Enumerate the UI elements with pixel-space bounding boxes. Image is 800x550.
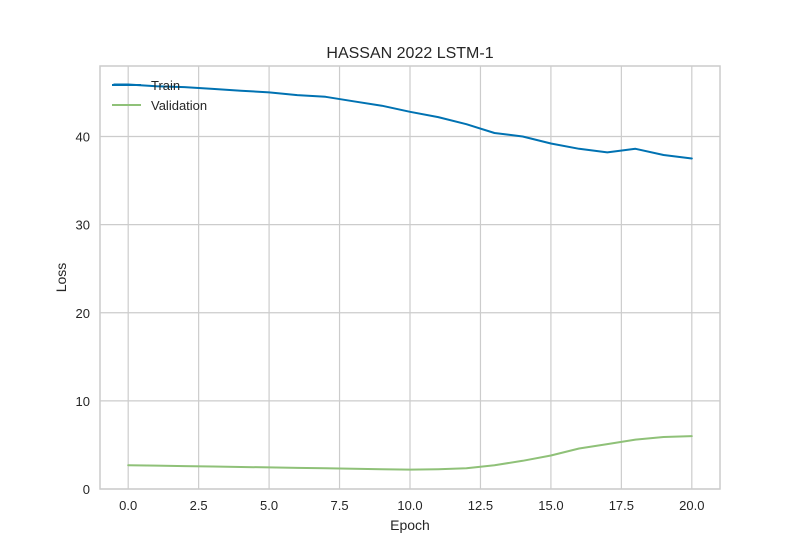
series-layer (113, 83, 693, 471)
series-line-train (113, 83, 693, 160)
y-tick-label: 10 (76, 394, 90, 409)
x-tick-label: 12.5 (468, 498, 493, 513)
y-tick-label: 20 (76, 306, 90, 321)
x-tick-label: 0.0 (119, 498, 137, 513)
x-tick-label: 10.0 (397, 498, 422, 513)
grid (100, 66, 720, 490)
x-tick-label: 5.0 (260, 498, 278, 513)
legend-label-train: Train (151, 78, 180, 93)
chart-title: HASSAN 2022 LSTM-1 (326, 45, 493, 62)
y-tick-label: 40 (76, 130, 90, 145)
tick-labels: 0.0 2.5 5.0 7.5 10.0 12.5 15.0 17.5 20.0 0 10 20 30 4… (76, 130, 705, 514)
y-tick-label: 30 (76, 218, 90, 233)
x-tick-label: 7.5 (331, 498, 349, 513)
x-tick-label: 2.5 (190, 498, 208, 513)
y-axis-label: Loss (53, 263, 69, 293)
x-tick-label: 15.0 (538, 498, 563, 513)
plot-frame (99, 65, 721, 490)
legend: Train Validation (112, 78, 207, 113)
x-tick-label: 17.5 (609, 498, 634, 513)
legend-label-validation: Validation (151, 98, 207, 113)
series-line-validation (127, 435, 693, 471)
x-tick-label: 20.0 (679, 498, 704, 513)
y-tick-label: 0 (83, 482, 90, 497)
x-axis-label: Epoch (390, 517, 430, 533)
